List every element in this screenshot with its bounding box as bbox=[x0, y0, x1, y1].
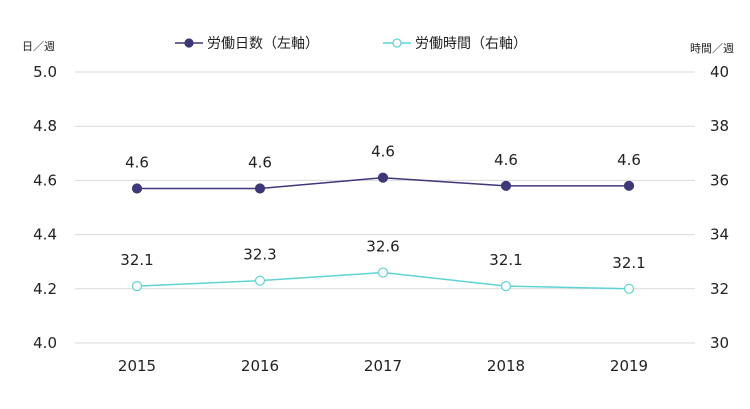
data-label: 4.6 bbox=[494, 151, 518, 169]
left-axis-ticks: 4.0 4.2 4.4 4.6 4.8 5.0 bbox=[33, 63, 57, 352]
left-tick-label: 5.0 bbox=[33, 63, 57, 81]
right-tick-label: 36 bbox=[710, 171, 729, 189]
data-label: 32.1 bbox=[489, 251, 522, 269]
legend-swatch-marker bbox=[392, 38, 402, 48]
x-axis-ticks: 2015 2016 2017 2018 2019 bbox=[118, 357, 648, 375]
data-point bbox=[377, 172, 389, 183]
data-point bbox=[500, 280, 512, 292]
left-tick-label: 4.4 bbox=[33, 226, 57, 244]
left-axis-unit: 日／週 bbox=[22, 40, 55, 53]
data-label: 32.3 bbox=[243, 246, 276, 264]
x-tick-label: 2015 bbox=[118, 357, 156, 375]
data-label: 4.6 bbox=[371, 143, 395, 161]
data-point bbox=[254, 275, 266, 286]
data-point bbox=[254, 183, 266, 194]
x-tick-label: 2017 bbox=[364, 357, 402, 375]
right-tick-label: 30 bbox=[710, 334, 729, 352]
x-tick-label: 2019 bbox=[610, 357, 648, 375]
legend-label: 労働時間（右軸） bbox=[415, 36, 527, 52]
series-layer: 4.6 4.6 4.6 4.6 4.6 32.1 32.3 32.6 32.1 32.1 bbox=[120, 143, 646, 294]
data-label: 4.6 bbox=[248, 154, 272, 172]
right-axis-unit: 時間／週 bbox=[690, 42, 734, 55]
x-tick-label: 2018 bbox=[487, 357, 525, 375]
left-tick-label: 4.2 bbox=[33, 280, 57, 298]
legend-swatch-marker bbox=[184, 38, 194, 48]
right-tick-label: 38 bbox=[710, 117, 729, 135]
right-axis-ticks: 30 32 34 36 38 40 bbox=[710, 63, 729, 352]
data-label: 32.1 bbox=[120, 251, 153, 269]
data-point bbox=[377, 267, 389, 278]
data-label: 32.6 bbox=[366, 238, 399, 256]
x-tick-label: 2016 bbox=[241, 357, 279, 375]
data-label: 32.1 bbox=[612, 254, 645, 272]
data-point bbox=[131, 280, 143, 292]
left-tick-label: 4.6 bbox=[33, 171, 57, 189]
right-tick-label: 40 bbox=[710, 63, 729, 81]
legend-label: 労働日数（左軸） bbox=[207, 36, 319, 52]
data-point bbox=[623, 180, 635, 191]
data-label: 4.6 bbox=[125, 154, 149, 172]
data-point bbox=[131, 183, 143, 194]
right-tick-label: 32 bbox=[710, 280, 729, 298]
left-tick-label: 4.8 bbox=[33, 117, 57, 135]
left-tick-label: 4.0 bbox=[33, 334, 57, 352]
data-label: 4.6 bbox=[617, 151, 641, 169]
right-tick-label: 34 bbox=[710, 226, 729, 244]
legend: 労働日数（左軸） 労働時間（右軸） bbox=[175, 36, 527, 52]
data-point bbox=[500, 180, 512, 191]
gridlines bbox=[75, 71, 695, 344]
data-point bbox=[623, 283, 635, 294]
